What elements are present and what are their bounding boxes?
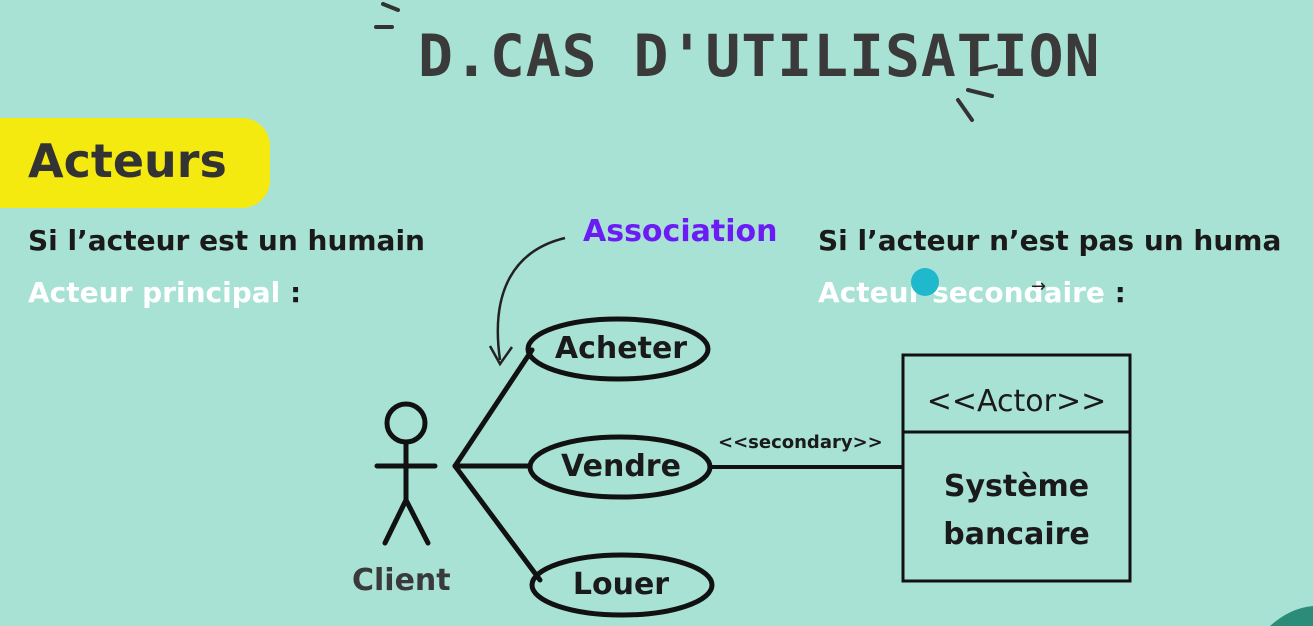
usecase-acheter-label: Acheter: [554, 331, 688, 366]
secondary-actor-label: Acteur secondaire: [818, 276, 1105, 309]
right-heading: Si l’acteur n’est pas un huma: [818, 224, 1282, 257]
left-heading: Si l’acteur est un humain: [28, 224, 425, 257]
acteurs-badge-label: Acteurs: [28, 134, 227, 188]
system-box-name-line1: Système: [943, 469, 1090, 504]
acteurs-badge: Acteurs: [0, 118, 270, 208]
right-subheading: Acteur secondaire :: [818, 276, 1126, 309]
actor-name: Client: [352, 563, 451, 598]
association-lines: [452, 347, 543, 583]
primary-actor-label: Acteur principal: [28, 276, 281, 309]
association-arrow: [496, 236, 566, 361]
system-box-name-line2: bancaire: [943, 517, 1090, 552]
pointer-dot-icon: [911, 268, 939, 296]
right-colon: :: [1114, 276, 1126, 309]
association-label: Association: [583, 214, 778, 249]
usecase-vendre-label: Vendre: [561, 449, 681, 484]
left-subheading: Acteur principal :: [28, 276, 301, 309]
cursor-arrow-icon: →: [1031, 276, 1047, 297]
corner-decoration-icon: [1270, 606, 1313, 626]
system-box-name: Système bancaire: [903, 463, 1130, 559]
usecase-acheter-ellipse[interactable]: [525, 316, 711, 382]
sparkle-left-icon: [374, 2, 400, 29]
association-arrowhead-icon: [488, 345, 514, 367]
usecase-louer-label: Louer: [572, 567, 670, 602]
left-colon: :: [290, 276, 302, 309]
actor-stick-figure-icon: [374, 401, 438, 546]
system-actor-box[interactable]: [901, 353, 1132, 583]
usecase-louer-ellipse[interactable]: [529, 552, 715, 618]
system-box-stereotype: <<Actor>>: [926, 384, 1107, 419]
slide-title: D.CAS D'UTILISATION: [418, 22, 1101, 90]
sparkle-right-icon: [956, 64, 998, 122]
secondary-stereotype: <<secondary>>: [718, 432, 883, 453]
